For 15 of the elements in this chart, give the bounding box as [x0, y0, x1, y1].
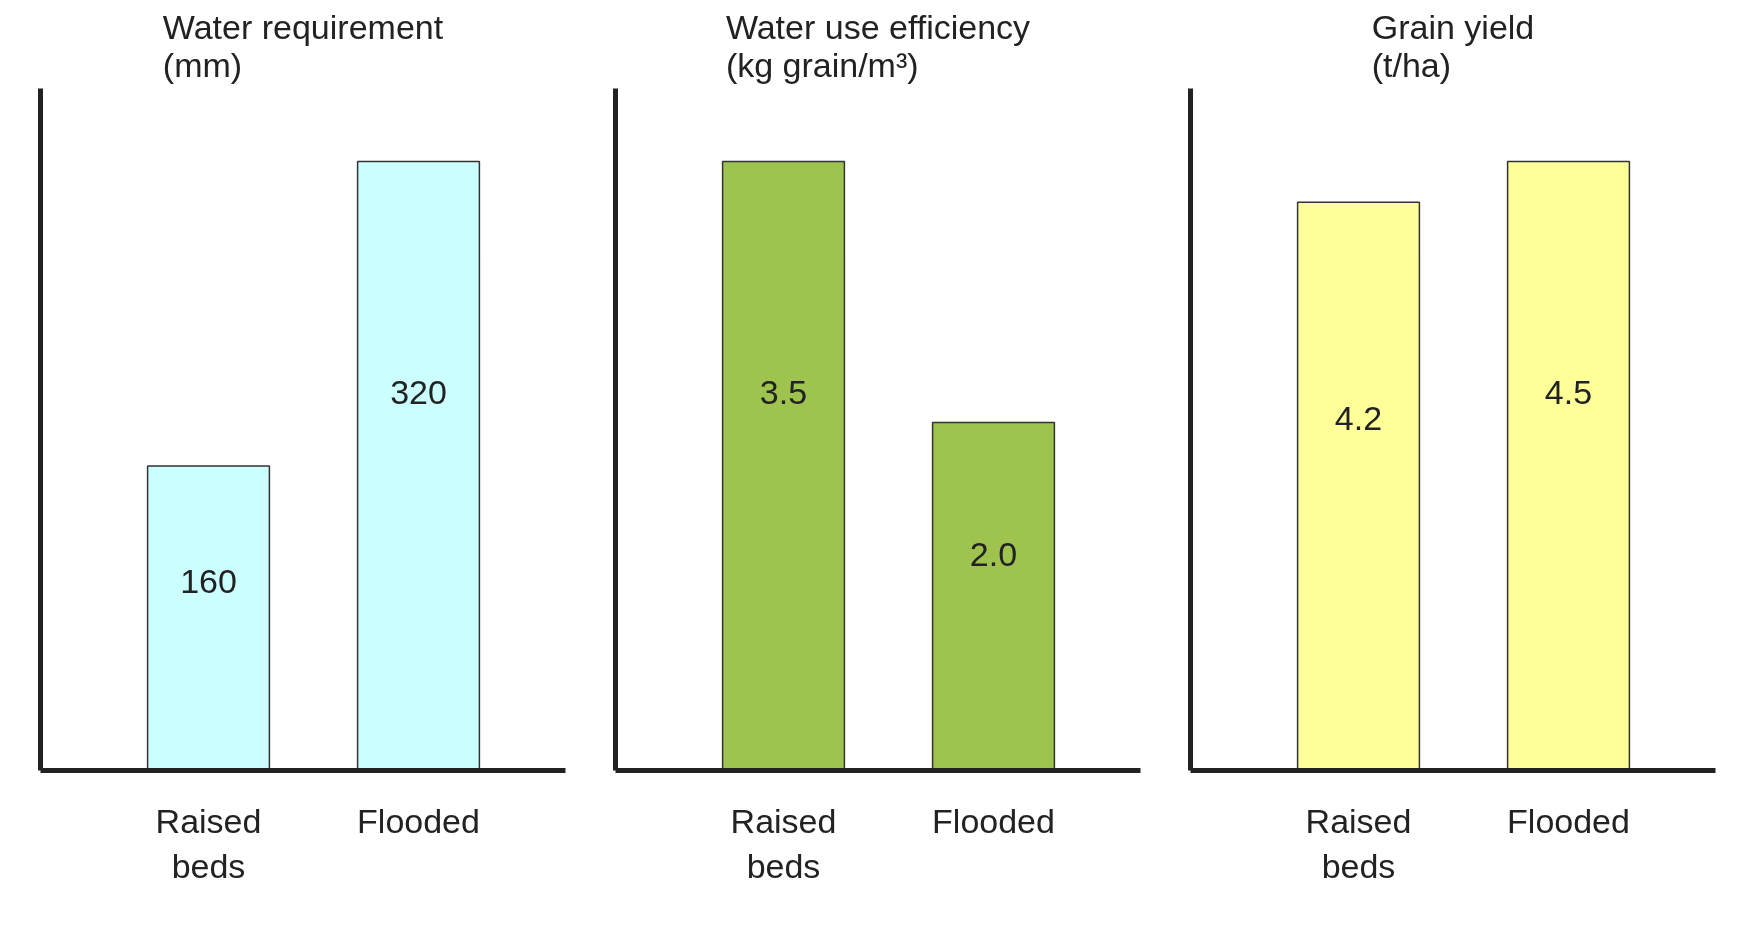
chart-title: Water use efficiency (kg grain/m³)	[725, 7, 1031, 84]
data-label: 160	[180, 562, 237, 601]
x-tick-label: Raised beds	[730, 801, 837, 886]
x-tick-label: Flooded	[1507, 801, 1630, 840]
data-label: 2.0	[969, 535, 1018, 574]
x-tick-label: Raised beds	[1305, 801, 1412, 886]
x-tick-label: Flooded	[357, 801, 480, 840]
data-label: 4.2	[1334, 398, 1383, 437]
chart-title: Grain yield (t/ha)	[1371, 7, 1535, 84]
x-tick-label: Flooded	[932, 801, 1055, 840]
data-label: 4.5	[1544, 373, 1593, 412]
data-label: 3.5	[759, 373, 808, 412]
data-label: 320	[390, 373, 447, 412]
chart-title: Water requirement (mm)	[162, 7, 444, 84]
x-tick-label: Raised beds	[155, 801, 262, 886]
